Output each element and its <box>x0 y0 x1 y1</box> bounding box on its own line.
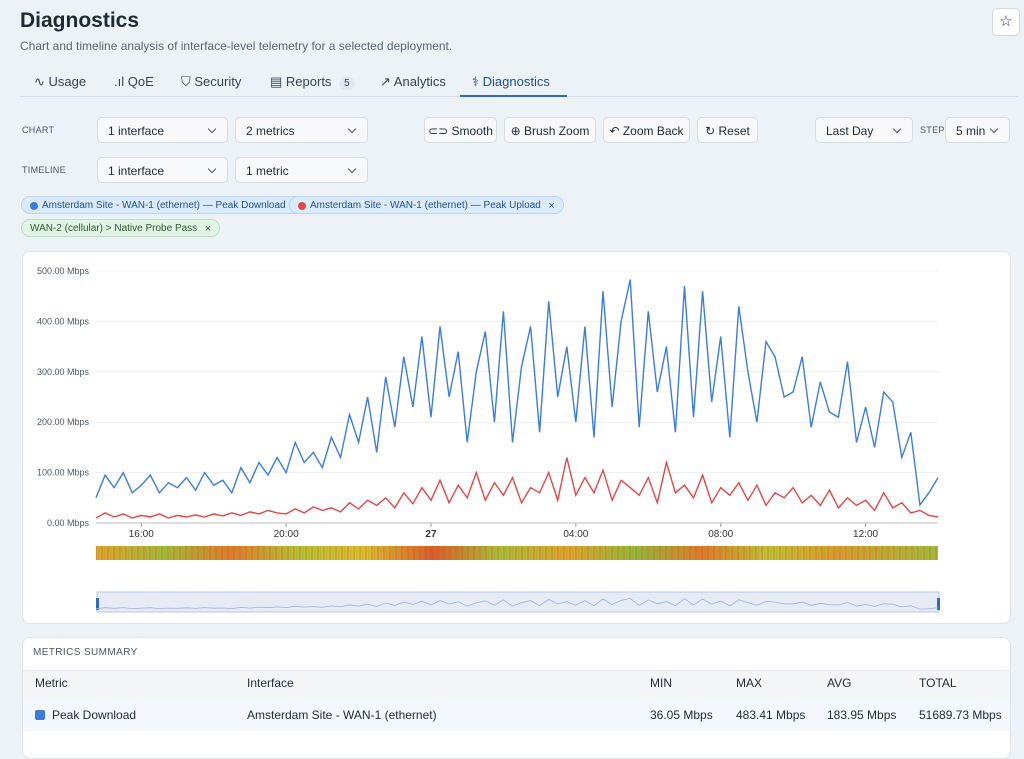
y-tick-label: 500.00 Mbps <box>37 266 90 276</box>
page-title: Diagnostics <box>20 9 139 33</box>
summary-title: METRICS SUMMARY <box>33 647 138 658</box>
tab-label: Diagnostics <box>483 74 550 89</box>
column-header: MAX <box>736 676 762 690</box>
x-tick-label: 27 <box>425 529 437 540</box>
tab[interactable]: ▤ Reports 5 <box>270 74 355 90</box>
x-tick-label: 16:00 <box>129 529 154 540</box>
tab-badge: 5 <box>339 77 355 90</box>
tab-label: Security <box>194 74 241 89</box>
button-label: Zoom Back <box>623 124 684 138</box>
page-subtitle: Chart and timeline analysis of interface… <box>20 39 452 53</box>
x-tick-label: 12:00 <box>853 529 878 540</box>
star-button[interactable]: ☆ <box>992 8 1020 36</box>
filter-chip[interactable]: WAN-2 (cellular) > Native Probe Pass <box>21 219 220 237</box>
x-tick-label: 20:00 <box>274 529 299 540</box>
tab[interactable]: ↗ Analytics <box>380 74 446 90</box>
timeline-heatstrip-texture <box>96 546 938 560</box>
tab-label: QoE <box>128 74 154 89</box>
x-tick-label: 08:00 <box>708 529 733 540</box>
series-line <box>96 280 938 505</box>
select[interactable]: 1 interface <box>97 157 228 183</box>
column-header: MIN <box>650 676 672 690</box>
button[interactable]: ⊕ Brush Zoom <box>504 117 596 143</box>
filter-chip[interactable]: Amsterdam Site - WAN-1 (ethernet) — Peak… <box>21 196 309 214</box>
tab[interactable]: ∿ Usage <box>34 74 86 90</box>
chip-label: WAN-2 (cellular) > Native Probe Pass <box>30 223 197 234</box>
column-header: AVG <box>827 676 851 690</box>
select[interactable]: 1 interface <box>97 117 228 143</box>
cell: Peak Download <box>52 708 136 722</box>
y-tick-label: 300.00 Mbps <box>37 367 90 377</box>
column-header: Metric <box>35 676 68 690</box>
y-tick-label: 400.00 Mbps <box>37 316 90 326</box>
column-header: TOTAL <box>919 676 957 690</box>
button[interactable]: ⊂⊃ Smooth <box>424 117 497 143</box>
tab-label: Analytics <box>394 74 446 89</box>
button-label: Smooth <box>452 124 493 138</box>
summary-header-row <box>23 670 1010 700</box>
tab[interactable]: ⛉ Security <box>181 74 241 90</box>
select[interactable]: 1 metric <box>235 157 368 183</box>
tab-indicator <box>460 95 567 97</box>
button[interactable]: ↻ Reset <box>697 117 758 143</box>
control-label: TIMELINE <box>22 165 66 175</box>
button-label: Brush Zoom <box>524 124 589 138</box>
cell: Amsterdam Site - WAN-1 (ethernet) <box>247 708 437 722</box>
brush-area[interactable] <box>97 592 939 612</box>
y-tick-label: 0.00 Mbps <box>47 518 90 528</box>
tab-label: Reports <box>286 74 332 89</box>
select[interactable]: Last Day <box>815 117 913 143</box>
tab-label: Usage <box>49 74 87 89</box>
tab[interactable]: .ıl QoE <box>114 74 154 89</box>
cell: 36.05 Mbps <box>650 708 713 722</box>
cell: 183.95 Mbps <box>827 708 896 722</box>
chart: 0.00 Mbps 100.00 Mbps 200.00 Mbps 300.00 Mb… <box>23 252 1010 623</box>
control-label: CHART <box>22 125 54 135</box>
chart-card: 0.00 Mbps 100.00 Mbps 200.00 Mbps 300.00 Mb… <box>22 251 1011 624</box>
button[interactable]: ↶ Zoom Back <box>603 117 690 143</box>
control-label: STEP <box>920 125 945 135</box>
button-label: Reset <box>719 124 750 138</box>
series-line <box>96 458 938 519</box>
series-swatch <box>35 710 45 720</box>
chip-label: Amsterdam Site - WAN-1 (ethernet) — Peak… <box>42 200 286 211</box>
select[interactable]: 5 min <box>945 117 1010 143</box>
cell: 483.41 Mbps <box>736 708 805 722</box>
tab-active[interactable]: ⚕ Diagnostics <box>472 74 550 90</box>
chip-label: Amsterdam Site - WAN-1 (ethernet) — Peak… <box>310 200 541 211</box>
y-tick-label: 100.00 Mbps <box>37 468 90 478</box>
select[interactable]: 2 metrics <box>235 117 368 143</box>
summary-card: METRICS SUMMARY Metric Interface MIN MAX… <box>22 637 1011 759</box>
column-header: Interface <box>247 676 294 690</box>
x-tick-label: 04:00 <box>563 529 588 540</box>
page: Diagnostics Chart and timeline analysis … <box>0 0 1024 738</box>
y-tick-label: 200.00 Mbps <box>37 417 90 427</box>
cell: 51689.73 Mbps <box>919 708 1002 722</box>
filter-chip[interactable]: Amsterdam Site - WAN-1 (ethernet) — Peak… <box>289 196 564 214</box>
